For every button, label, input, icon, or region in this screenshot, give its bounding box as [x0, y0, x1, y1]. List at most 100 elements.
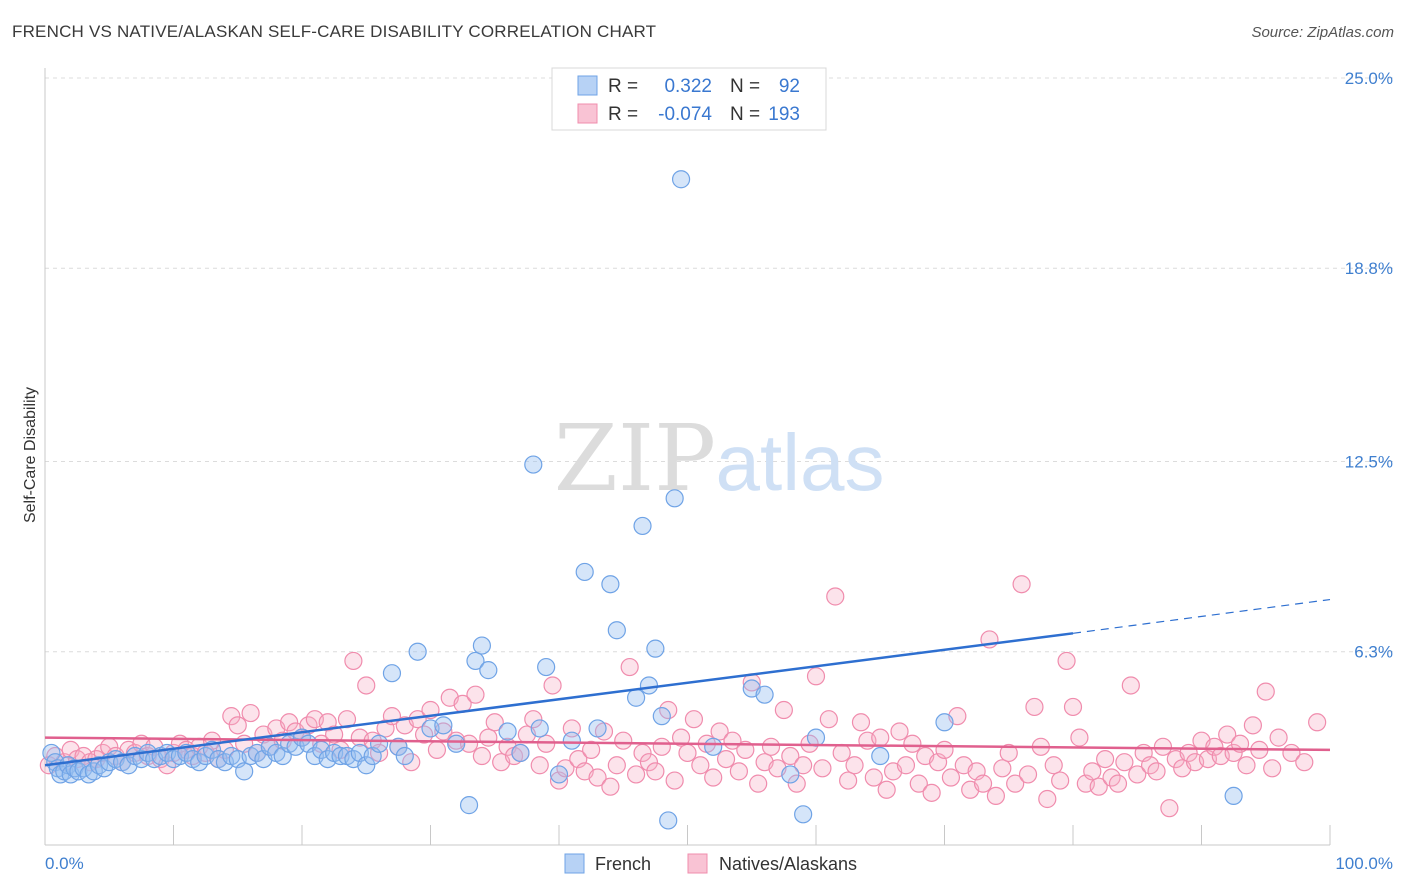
french-point-56: [370, 734, 389, 753]
natives-point-134: [903, 734, 922, 753]
natives-point-115: [781, 746, 800, 766]
french-point-89: [755, 685, 774, 704]
natives-point-190: [1263, 759, 1282, 778]
french-point-77: [601, 575, 620, 594]
watermark-atlas: atlas: [716, 418, 885, 507]
french-point-65: [466, 651, 485, 671]
natives-point-151: [1012, 575, 1031, 594]
x-tick-label-1: 100.0%: [1335, 854, 1393, 873]
bottom-legend-french: French: [595, 854, 651, 874]
french-point-91: [794, 805, 813, 824]
legend-n-label-natives: N =: [730, 104, 760, 125]
french-point-87: [704, 737, 723, 756]
watermark-zip: ZIP: [554, 405, 716, 512]
trend-lines: [44, 598, 1331, 767]
natives-point-112: [761, 737, 781, 756]
natives-point-120: [813, 759, 832, 778]
bottom-legend-swatch-french: [564, 853, 585, 874]
french-point-90: [781, 765, 800, 784]
natives-point-49: [357, 676, 376, 695]
french-point-79: [626, 688, 646, 707]
natives-point-103: [704, 768, 723, 787]
natives-point-116: [787, 774, 806, 793]
natives-point-187: [1243, 716, 1263, 735]
natives-point-174: [1160, 799, 1179, 818]
natives-point-168: [1121, 676, 1140, 695]
french-point-92: [806, 728, 826, 747]
bottom-legend: French Natives/Alaskans: [564, 853, 857, 874]
natives-point-181: [1205, 737, 1224, 756]
french-point-60: [408, 642, 427, 661]
natives-point-129: [871, 728, 890, 747]
french-point-12: [89, 756, 109, 775]
natives-point-130: [877, 780, 896, 799]
natives-point-135: [909, 774, 928, 793]
french-point-66: [472, 636, 491, 655]
legend: R = 0.322 N = 92 R = -0.074 N = 193: [551, 67, 827, 131]
french-point-72: [537, 657, 556, 677]
natives-point-29: [228, 716, 247, 735]
natives-points: [39, 575, 1327, 818]
french-point-84: [659, 811, 678, 830]
natives-point-68: [479, 728, 498, 747]
natives-point-150: [1006, 774, 1025, 793]
natives-point-157: [1051, 771, 1070, 790]
natives-point-183: [1218, 725, 1237, 744]
natives-point-160: [1070, 728, 1089, 747]
natives-point-186: [1237, 756, 1256, 775]
chart-title: FRENCH VS NATIVE/ALASKAN SELF-CARE DISAB…: [12, 22, 657, 41]
natives-point-97: [665, 771, 684, 790]
french-point-81: [639, 676, 659, 695]
y-tick-labels: 6.3% 12.5% 18.8% 25.0%: [1345, 69, 1393, 662]
y-tick-label-2: 18.8%: [1345, 259, 1393, 278]
french-point-86: [671, 170, 691, 189]
french-point-35: [235, 762, 254, 781]
natives-point-87: [601, 777, 620, 796]
natives-point-166: [1108, 774, 1128, 793]
natives-point-108: [736, 740, 755, 759]
natives-point-124: [839, 771, 858, 790]
french-point-63: [447, 734, 466, 753]
natives-point-89: [614, 731, 633, 750]
natives-point-98: [671, 728, 691, 747]
french-point-62: [434, 716, 453, 735]
natives-point-78: [543, 676, 562, 695]
natives-point-122: [826, 587, 845, 606]
natives-point-162: [1083, 762, 1102, 781]
natives-point-77: [537, 734, 556, 753]
french-point-78: [607, 621, 626, 640]
legend-swatch-natives: [577, 103, 598, 124]
natives-point-107: [729, 762, 749, 781]
natives-point-37: [280, 713, 299, 732]
natives-point-69: [485, 713, 504, 732]
natives-point-114: [774, 700, 793, 720]
natives-point-152: [1018, 765, 1038, 784]
legend-n-label-french: N =: [730, 76, 760, 97]
natives-point-85: [588, 768, 607, 787]
natives-point-128: [864, 768, 883, 787]
natives-point-31: [241, 703, 260, 723]
natives-point-88: [607, 756, 626, 775]
bottom-legend-swatch-natives: [687, 853, 708, 874]
source-label: Source: ZipAtlas.com: [1251, 24, 1394, 41]
french-point-93: [871, 746, 890, 766]
natives-point-126: [851, 713, 871, 732]
natives-point-140: [941, 768, 961, 787]
natives-point-123: [832, 743, 851, 763]
natives-point-173: [1153, 737, 1173, 756]
natives-point-119: [806, 667, 826, 686]
legend-r-label-natives: R =: [608, 104, 638, 125]
natives-point-164: [1096, 749, 1115, 769]
legend-box: [551, 67, 827, 131]
natives-point-158: [1057, 651, 1076, 671]
natives-point-66: [466, 685, 485, 704]
natives-point-65: [459, 734, 479, 753]
natives-point-191: [1269, 728, 1288, 747]
natives-point-94: [646, 762, 665, 781]
x-tick-label-0: 0.0%: [45, 854, 84, 873]
natives-trend-line: [44, 736, 1331, 752]
natives-point-148: [993, 759, 1012, 778]
natives-point-145: [973, 774, 993, 793]
natives-point-105: [716, 749, 736, 769]
